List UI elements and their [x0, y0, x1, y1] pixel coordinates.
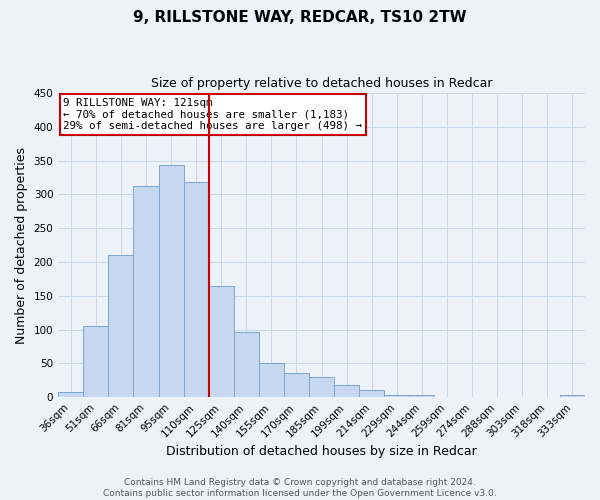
Title: Size of property relative to detached houses in Redcar: Size of property relative to detached ho…	[151, 78, 493, 90]
Bar	[234, 332, 259, 397]
Bar	[109, 256, 133, 397]
Bar	[409, 394, 434, 397]
Bar	[209, 286, 234, 397]
Bar	[133, 186, 158, 397]
Bar	[184, 182, 209, 397]
Y-axis label: Number of detached properties: Number of detached properties	[15, 146, 28, 344]
Text: Contains HM Land Registry data © Crown copyright and database right 2024.
Contai: Contains HM Land Registry data © Crown c…	[103, 478, 497, 498]
Bar	[259, 364, 284, 397]
X-axis label: Distribution of detached houses by size in Redcar: Distribution of detached houses by size …	[166, 444, 477, 458]
Bar	[284, 373, 309, 397]
Bar	[385, 394, 409, 397]
Text: 9, RILLSTONE WAY, REDCAR, TS10 2TW: 9, RILLSTONE WAY, REDCAR, TS10 2TW	[133, 10, 467, 25]
Bar	[560, 395, 585, 397]
Bar	[83, 326, 109, 397]
Text: 9 RILLSTONE WAY: 121sqm
← 70% of detached houses are smaller (1,183)
29% of semi: 9 RILLSTONE WAY: 121sqm ← 70% of detache…	[64, 98, 362, 131]
Bar	[334, 385, 359, 397]
Bar	[359, 390, 385, 397]
Bar	[309, 377, 334, 397]
Bar	[158, 164, 184, 397]
Bar	[58, 392, 83, 397]
